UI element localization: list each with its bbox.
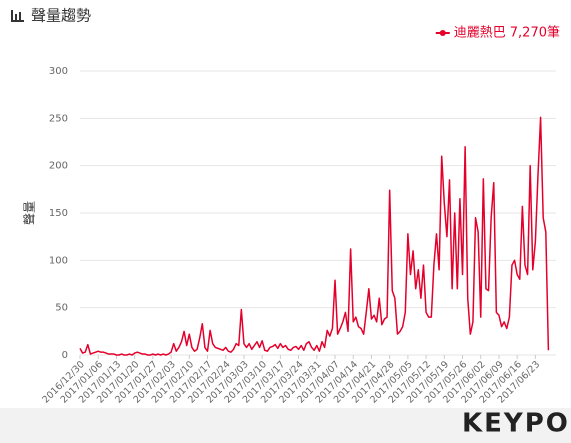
y-tick-label: 100 [49,255,68,266]
header-icon [11,10,24,22]
logo: KEYPO [462,409,570,439]
y-tick-label: 250 [49,113,68,124]
legend-label: 迪麗熱巴 [454,26,506,41]
y-tick-label: 0 [62,350,68,361]
header-title: 聲量趨勢 [31,7,91,25]
y-tick-label: 300 [49,66,68,77]
legend-note: 7,270筆 [510,26,560,41]
footer-bg [0,408,571,443]
y-axis-label: 聲量 [22,201,37,225]
y-tick-label: 50 [55,303,68,314]
legend-dot [439,30,446,36]
y-tick-label: 200 [49,161,68,172]
line [79,116,550,356]
y-tick-label: 150 [49,208,68,219]
